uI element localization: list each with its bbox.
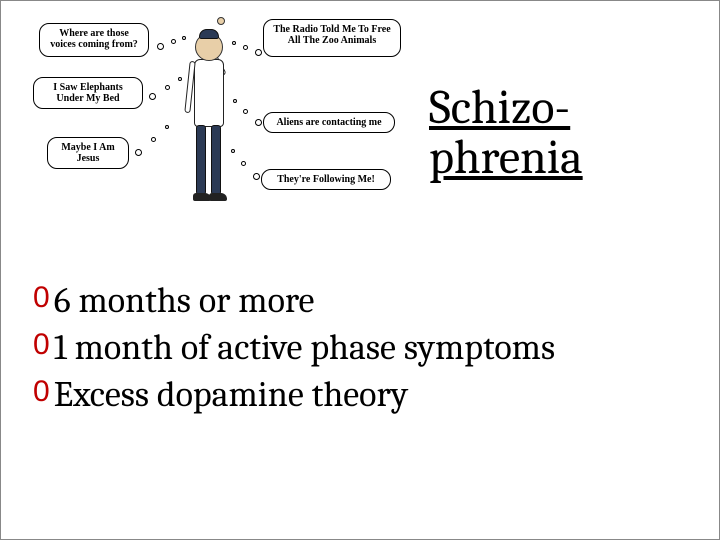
thought-dot-icon [178,77,182,81]
thought-dot-icon [149,93,156,100]
slide-title: Schizo- phrenia [429,83,583,184]
thought-bubble: Aliens are contacting me [263,112,395,133]
slide: Where are those voices coming from? The R… [0,0,720,540]
thought-dot-icon [165,85,170,90]
bullet-marker-icon: 0 [33,325,50,366]
thought-bubble: Maybe I Am Jesus [47,137,129,169]
thought-dot-icon [241,161,246,166]
thought-dot-icon [157,43,164,50]
thought-dot-icon [231,149,235,153]
list-item: 0 Excess dopamine theory [33,372,689,417]
thought-bubble: I Saw Elephants Under My Bed [33,77,143,109]
list-item: 0 1 month of active phase symptoms [33,325,689,370]
thought-dot-icon [243,45,248,50]
thought-bubble: They're Following Me! [261,169,391,190]
thought-dot-icon [232,41,236,45]
bullet-marker-icon: 0 [33,372,50,413]
bullet-text: 6 months or more [54,278,315,323]
bullet-list: 0 6 months or more 0 1 month of active p… [33,278,689,419]
thought-dot-icon [255,119,262,126]
thought-dot-icon [243,109,248,114]
bullet-marker-icon: 0 [33,278,50,319]
thought-dot-icon [151,137,156,142]
thought-dot-icon [233,99,237,103]
thought-dot-icon [255,49,262,56]
thought-dot-icon [165,125,169,129]
bullet-text: Excess dopamine theory [54,372,408,417]
title-line-2: phrenia [429,130,583,185]
thought-dot-icon [171,39,176,44]
list-item: 0 6 months or more [33,278,689,323]
thought-dot-icon [182,36,186,40]
thought-bubble: Where are those voices coming from? [39,23,149,57]
thought-dot-icon [253,173,260,180]
schizophrenia-illustration: Where are those voices coming from? The R… [19,9,414,244]
bullet-text: 1 month of active phase symptoms [54,325,555,370]
title-line-1: Schizo- [429,80,570,135]
thought-bubble: The Radio Told Me To Free All The Zoo An… [263,19,401,57]
thought-dot-icon [135,149,142,156]
